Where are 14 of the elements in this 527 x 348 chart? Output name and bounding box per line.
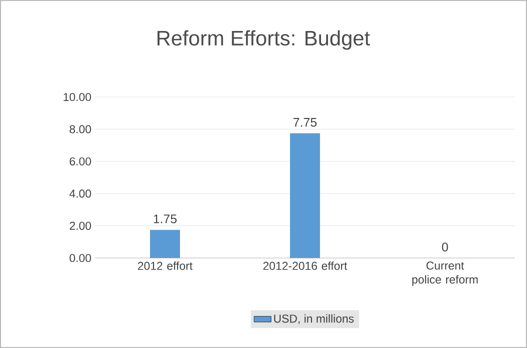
chart-title: Reform Efforts: Budget [158,30,370,50]
legend-label: USD, in millions [274,314,354,324]
x-tick-label: Current police reform [412,262,478,286]
y-tick-label: 10.00 [64,92,92,102]
y-tick-label: 0.00 [70,254,92,262]
data-label: 0 [442,242,448,252]
data-label: 7.75 [294,118,317,127]
data-label: 1.75 [154,214,177,224]
x-tick-label: 2012 effort [138,262,193,270]
y-tick-label: 4.00 [69,190,92,198]
y-tick-label: 8.00 [70,125,92,134]
y-tick-label: 2.00 [70,222,92,230]
y-tick-label: 6.00 [70,157,92,166]
x-tick-label: 2012-2016 effort [263,262,348,270]
